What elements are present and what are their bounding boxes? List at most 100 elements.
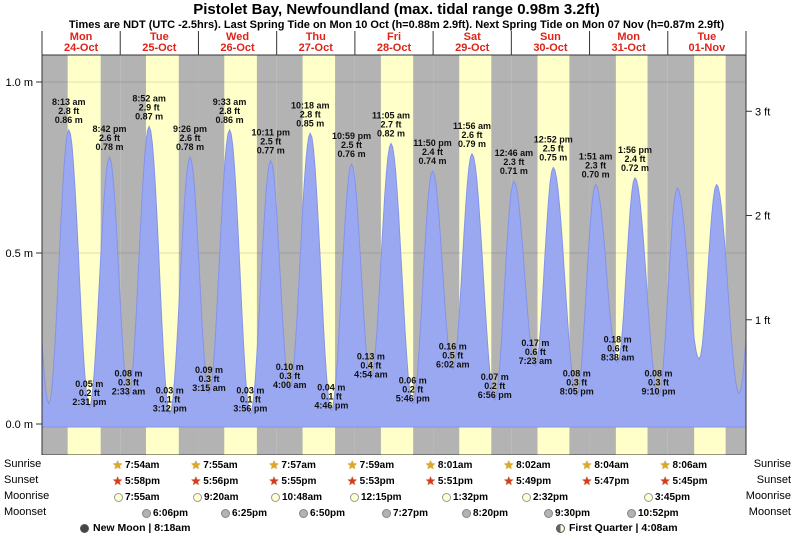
- low-tide-label: 0.06 m0.2 ft5:46 pm: [396, 375, 430, 403]
- left-axis-label: 0.5 m: [5, 248, 33, 260]
- high-tide-label: 11:56 am2.6 ft0.79 m: [453, 121, 491, 149]
- day-label-date: 01-Nov: [689, 42, 727, 54]
- right-axis-label: 1 ft: [755, 315, 770, 327]
- tide-label-line: 0.2 ft: [402, 384, 423, 394]
- tide-label-line: 0.08 m: [645, 369, 673, 379]
- moonset-entry: 6:50pm: [299, 505, 345, 521]
- sunrise-star-icon: ★: [112, 458, 123, 472]
- high-tide-label: 9:26 pm2.6 ft0.78 m: [173, 124, 207, 152]
- sunset-time: 5:53pm: [359, 475, 395, 487]
- tide-label-line: 0.3 ft: [118, 378, 139, 388]
- moonset-circle-icon: [627, 508, 636, 518]
- moonset-time: 6:25pm: [232, 507, 268, 519]
- tide-label-line: 2.6 ft: [461, 130, 482, 140]
- moonset-time: 9:30pm: [555, 507, 591, 519]
- tide-label-line: 7:23 am: [519, 356, 553, 366]
- tide-label-line: 0.2 ft: [484, 381, 505, 391]
- tide-label-line: 3:12 pm: [153, 404, 187, 414]
- tide-label-line: 11:50 pm: [413, 138, 452, 148]
- low-tide-label: 0.18 m0.6 ft8:38 am: [601, 334, 635, 362]
- moonset-entry: 6:25pm: [221, 505, 267, 521]
- sunrise-entry: ★ 7:55am: [190, 457, 237, 473]
- tide-label-line: 2.5 ft: [260, 137, 281, 147]
- moonrise-circle-icon: [350, 492, 359, 502]
- low-tide-label: 0.04 m0.1 ft4:46 pm: [314, 382, 348, 410]
- tide-label-line: 2.5 ft: [543, 144, 564, 154]
- sunset-time: 5:55pm: [281, 475, 317, 487]
- sunset-time: 5:47pm: [594, 475, 630, 487]
- sunrise-time: 7:55am: [203, 459, 238, 471]
- tide-label-line: 0.08 m: [115, 369, 143, 379]
- moonset-row-label-left: Moonset: [4, 506, 47, 518]
- moonset-entry: 9:30pm: [544, 505, 590, 521]
- tide-label-line: 2:33 am: [112, 387, 146, 397]
- low-tide-label: 0.07 m0.2 ft6:56 pm: [478, 372, 512, 400]
- sunset-star-icon: ★: [503, 474, 515, 488]
- tide-label-line: 0.16 m: [439, 341, 467, 351]
- sunrise-time: 8:06am: [672, 459, 707, 471]
- page-title: Pistolet Bay, Newfoundland (max. tidal r…: [193, 1, 600, 18]
- tide-label-line: 0.4 ft: [360, 361, 381, 371]
- day-label-date: 30-Oct: [533, 42, 568, 54]
- sunrise-time: 8:02am: [516, 459, 551, 471]
- sunset-row-label-right: Sunset: [756, 474, 791, 486]
- low-tide-label: 0.17 m0.6 ft7:23 am: [519, 338, 553, 366]
- low-tide-label: 0.08 m0.3 ft9:10 pm: [642, 369, 676, 397]
- sunrise-time: 8:01am: [437, 459, 473, 471]
- tide-label-line: 9:33 am: [213, 97, 247, 107]
- tide-label-line: 6:56 pm: [478, 390, 512, 400]
- high-tide-label: 10:59 pm2.5 ft0.76 m: [332, 131, 371, 159]
- tide-label-line: 0.09 m: [195, 365, 223, 375]
- moonset-entry: 10:52pm: [627, 505, 679, 521]
- high-tide-label: 10:11 pm2.5 ft0.77 m: [251, 128, 290, 156]
- high-tide-label: 12:52 pm2.5 ft0.75 m: [534, 135, 573, 163]
- moonrise-entry: 2:32pm: [522, 489, 568, 505]
- tide-label-line: 10:59 pm: [332, 131, 371, 141]
- moonset-time: 10:52pm: [638, 507, 679, 519]
- moonset-time: 6:50pm: [310, 507, 346, 519]
- tide-label-line: 11:56 am: [453, 121, 491, 131]
- day-label-weekday: Sat: [464, 31, 481, 43]
- moonset-entry: 6:06pm: [142, 505, 188, 521]
- tide-label-line: 0.1 ft: [240, 395, 261, 405]
- tide-label-line: 3:15 am: [192, 383, 226, 393]
- tide-label-line: 2.6 ft: [99, 133, 120, 143]
- sunset-entry: ★ 5:47pm: [582, 473, 630, 489]
- low-tide-label: 0.03 m0.1 ft3:12 pm: [153, 386, 187, 414]
- tide-label-line: 0.1 ft: [159, 395, 180, 405]
- sunset-time: 5:51pm: [437, 475, 473, 487]
- tide-label-line: 10:18 am: [291, 100, 330, 110]
- tide-label-line: 0.3 ft: [566, 378, 587, 388]
- sunset-time: 5:49pm: [516, 475, 552, 487]
- tide-label-line: 0.5 ft: [442, 350, 463, 360]
- sunset-entry: ★ 5:49pm: [503, 473, 551, 489]
- day-label-weekday: Tue: [150, 31, 169, 43]
- sunset-star-icon: ★: [346, 474, 358, 488]
- right-axis-label: 2 ft: [755, 211, 770, 223]
- tide-label-line: 2:31 pm: [72, 397, 106, 407]
- tide-label-line: 12:52 pm: [534, 135, 573, 145]
- moonrise-time: 9:20am: [204, 491, 239, 503]
- moonrise-circle-icon: [442, 492, 451, 502]
- moonset-circle-icon: [544, 508, 553, 518]
- sunrise-time: 7:54am: [124, 459, 160, 471]
- moonrise-row-label-left: Moonrise: [4, 490, 50, 502]
- sunset-time: 5:56pm: [203, 475, 239, 487]
- moonset-row-label-right: Moonset: [748, 506, 791, 518]
- moonrise-row: Moonrise Moonrise 7:55am 9:20am 10:48am 12:15…: [0, 489, 793, 505]
- sunset-entry: ★ 5:51pm: [425, 473, 473, 489]
- moonrise-entry: 1:32pm: [442, 489, 488, 505]
- tide-label-line: 6:02 am: [436, 359, 470, 369]
- tide-label-line: 2.4 ft: [422, 147, 443, 157]
- tide-label-line: 0.71 m: [500, 166, 528, 176]
- first-quarter-moon-icon: [556, 523, 565, 533]
- first-quarter-phase: First Quarter | 4:08am: [556, 521, 678, 535]
- moonset-time: 7:27pm: [393, 507, 429, 519]
- moonrise-entry: 9:20am: [193, 489, 238, 505]
- tide-label-line: 0.82 m: [377, 129, 405, 139]
- tide-label-line: 9:10 pm: [642, 387, 676, 397]
- tide-label-line: 0.06 m: [399, 375, 427, 385]
- sunrise-time: 8:04am: [594, 459, 629, 471]
- left-axis-label: 0.0 m: [5, 419, 33, 431]
- sunrise-star-icon: ★: [659, 458, 671, 472]
